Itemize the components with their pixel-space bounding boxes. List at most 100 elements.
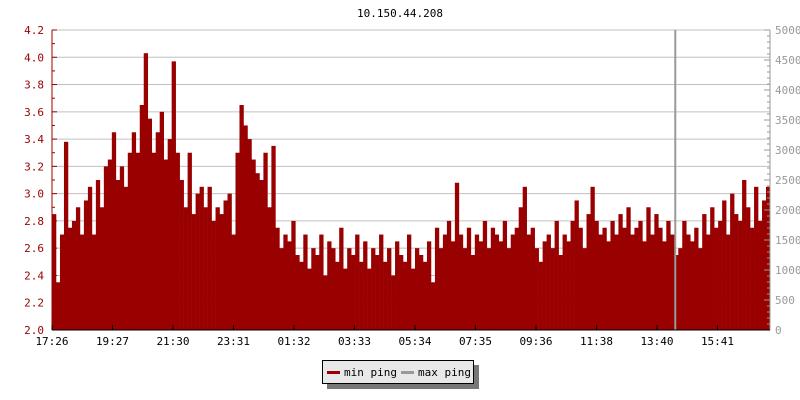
x-tick-label: 17:26 <box>35 335 68 348</box>
min-ping-bar <box>75 207 81 330</box>
min-ping-bar <box>706 234 711 330</box>
min-ping-bar <box>666 220 671 330</box>
min-ping-bar <box>682 220 687 330</box>
min-ping-bar <box>530 227 535 330</box>
min-ping-bar <box>359 261 364 330</box>
min-ping-bar <box>355 234 360 330</box>
left-tick-label: 3.4 <box>24 133 44 146</box>
x-tick-label: 19:27 <box>96 335 129 348</box>
min-ping-bar <box>674 255 679 330</box>
min-ping-bar <box>426 241 432 330</box>
min-ping-bar <box>534 248 539 330</box>
min-ping-bar <box>259 180 264 330</box>
min-ping-bar <box>418 255 424 330</box>
min-ping-bar <box>526 234 531 330</box>
min-ping-bar <box>235 152 240 330</box>
min-ping-bar <box>111 132 117 330</box>
min-ping-bar <box>247 139 252 330</box>
min-ping-bar <box>263 152 268 330</box>
min-ping-bar <box>718 220 723 330</box>
min-ping-bar <box>191 214 196 330</box>
min-ping-bar <box>598 234 603 330</box>
min-ping-bar <box>331 248 336 330</box>
min-ping-bar <box>151 152 157 330</box>
left-tick-label: 3.0 <box>24 188 44 201</box>
min-ping-bar <box>343 268 348 330</box>
min-ping-bar <box>123 186 129 330</box>
min-ping-bar <box>678 248 683 330</box>
min-ping-bar <box>83 200 89 330</box>
min-ping-bar <box>103 166 109 330</box>
min-ping-bar <box>686 234 691 330</box>
min-ping-bar <box>363 241 368 330</box>
min-ping-bar <box>646 207 651 330</box>
min-ping-bar <box>307 268 312 330</box>
min-ping-bar <box>438 248 444 330</box>
left-tick-label: 2.0 <box>24 324 44 337</box>
min-ping-bar <box>462 248 468 330</box>
min-ping-bar <box>658 227 663 330</box>
min-ping-bar <box>434 227 440 330</box>
min-ping-bar <box>179 180 184 330</box>
min-ping-bar <box>518 207 523 330</box>
min-ping-bar <box>430 282 436 330</box>
right-tick-label: 4000 <box>775 84 800 97</box>
min-ping-bar <box>203 207 208 330</box>
right-tick-label: 2000 <box>775 204 800 217</box>
min-ping-bar <box>478 241 484 330</box>
right-tick-label: 1500 <box>775 234 800 247</box>
axes: 2.0 2.2 2.4 2.6 2.8 3.0 3.2 3.4 3.6 3.8 4.0 4.2 0 500… <box>24 24 800 348</box>
min-ping-bar <box>602 227 607 330</box>
min-ping-bar <box>738 220 743 330</box>
min-ping-bar <box>207 186 212 330</box>
left-tick-label: 2.2 <box>24 297 44 310</box>
min-ping-bar <box>211 220 216 330</box>
min-ping-bar <box>231 234 236 330</box>
min-ping-bar <box>143 53 149 330</box>
min-ping-bar <box>347 248 352 330</box>
legend-label: max ping <box>417 365 471 379</box>
chart-title: 10.150.44.208 <box>357 7 443 20</box>
x-tick-label: 15:41 <box>701 335 734 348</box>
x-tick-label: 07:35 <box>459 335 492 348</box>
legend-item-min-ping: min ping <box>327 366 397 379</box>
min-ping-bar <box>171 61 176 330</box>
min-ping-bar <box>287 241 292 330</box>
min-ping-bar <box>267 207 272 330</box>
min-ping-bar <box>239 105 244 330</box>
right-tick-label: 1000 <box>775 264 800 277</box>
min-ping-bar <box>446 220 452 330</box>
min-ping-bar <box>694 227 699 330</box>
min-ping-bar <box>155 132 160 330</box>
left-tick-label: 4.0 <box>24 51 44 64</box>
min-ping-bar <box>490 227 496 330</box>
min-ping-bar <box>195 193 200 330</box>
min-ping-bar <box>522 186 527 330</box>
right-tick-label: 500 <box>775 294 795 307</box>
min-ping-bar <box>395 241 400 330</box>
min-ping-bar <box>498 241 504 330</box>
min-ping-bar <box>63 141 69 330</box>
min-ping-bar <box>566 241 571 330</box>
x-tick-label: 03:33 <box>338 335 371 348</box>
left-tick-label: 2.6 <box>24 242 44 255</box>
min-ping-bar <box>638 220 643 330</box>
min-ping-bar <box>199 186 204 330</box>
min-ping-bar <box>546 234 551 330</box>
min-ping-bar <box>379 234 384 330</box>
min-ping-bar <box>295 255 300 330</box>
min-ping-bar <box>127 152 133 330</box>
min-ping-bar <box>167 139 172 330</box>
min-ping-bar <box>662 241 667 330</box>
min-ping-bar <box>614 234 619 330</box>
max-ping-bar <box>674 30 677 330</box>
min-ping-bar <box>391 275 396 330</box>
min-ping-bar <box>450 241 456 330</box>
min-ping-bar <box>750 227 755 330</box>
min-ping-bar <box>754 186 759 330</box>
min-ping-bar <box>502 220 508 330</box>
min-ping-bar <box>335 261 340 330</box>
min-ping-bar <box>734 214 739 330</box>
min-ping-bar <box>71 220 77 330</box>
